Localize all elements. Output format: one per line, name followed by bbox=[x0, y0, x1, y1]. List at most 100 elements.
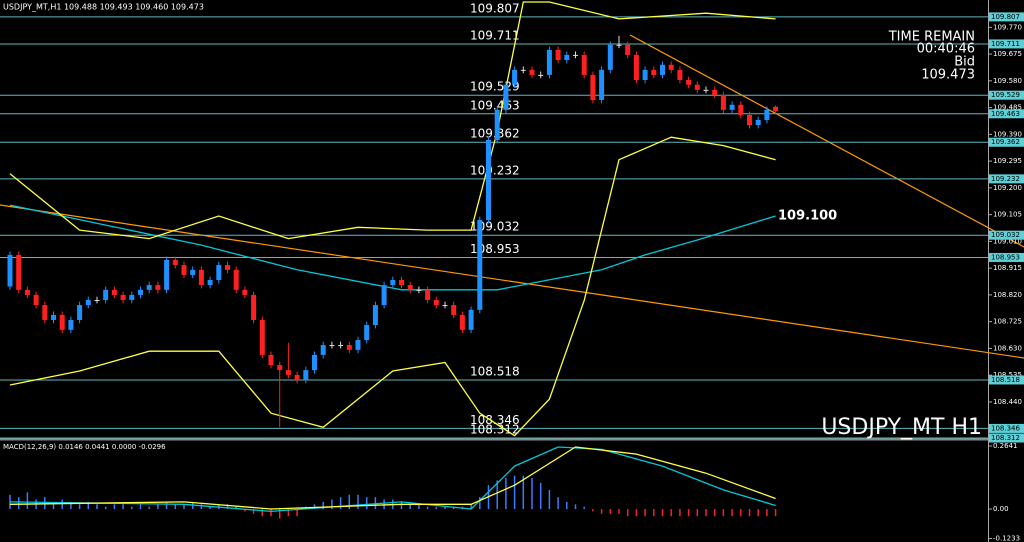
candle-body bbox=[338, 345, 344, 347]
candle-body bbox=[468, 309, 474, 330]
level-axis-label: 108.953 bbox=[991, 253, 1020, 261]
level-axis-label: 109.529 bbox=[991, 91, 1020, 99]
bid-value: 109.473 bbox=[921, 68, 975, 83]
level-axis-label: 109.362 bbox=[991, 138, 1020, 146]
candle-body bbox=[512, 69, 518, 85]
candle-body bbox=[416, 289, 422, 291]
level-axis-label: 109.232 bbox=[991, 175, 1020, 183]
candle-body bbox=[599, 69, 605, 100]
candle-body bbox=[7, 254, 13, 287]
y-tick-label: 0.2641 bbox=[993, 442, 1018, 450]
candle-body bbox=[546, 49, 552, 75]
candle-body bbox=[120, 294, 126, 300]
candle-body bbox=[51, 314, 56, 320]
candle-body bbox=[390, 279, 396, 286]
level-axis-label: 109.032 bbox=[991, 231, 1020, 239]
candle-body bbox=[172, 259, 178, 266]
candle-body bbox=[68, 319, 74, 330]
candle-body bbox=[303, 370, 309, 380]
signal-line bbox=[9, 446, 776, 510]
candle-body bbox=[103, 289, 109, 300]
candle-body bbox=[651, 69, 657, 75]
y-tick-label: 109.390 bbox=[993, 130, 1022, 138]
candle-body bbox=[364, 325, 370, 340]
y-tick-label: 109.675 bbox=[993, 50, 1022, 58]
candle-body bbox=[42, 305, 48, 320]
candle-body bbox=[190, 269, 196, 275]
candle-body bbox=[764, 109, 770, 120]
candle-body bbox=[24, 289, 30, 295]
candle-body bbox=[712, 89, 718, 95]
band-line bbox=[9, 136, 776, 437]
candle-body bbox=[494, 109, 500, 140]
level-axis-label: 109.807 bbox=[991, 13, 1020, 21]
candle-body bbox=[16, 254, 22, 290]
candle-body bbox=[581, 54, 587, 75]
candle-body bbox=[233, 269, 239, 290]
y-tick-label: 109.295 bbox=[993, 157, 1022, 165]
y-tick-label: 108.725 bbox=[993, 318, 1022, 326]
level-label: 109.711 bbox=[470, 28, 520, 42]
macd-title: MACD(12,26,9) 0.0146 0.0441 0.0000 -0.02… bbox=[3, 443, 166, 451]
candle-body bbox=[111, 289, 117, 295]
candle-body bbox=[729, 104, 735, 110]
bid-label: Bid bbox=[954, 55, 975, 70]
trend-line bbox=[629, 34, 1024, 248]
level-axis-box bbox=[989, 90, 1024, 100]
candle-body bbox=[442, 305, 448, 307]
level-axis-label: 109.463 bbox=[991, 110, 1020, 118]
watermark: USDJPY_MT H1 bbox=[821, 415, 982, 440]
candle-body bbox=[703, 89, 709, 91]
candle-body bbox=[294, 374, 300, 380]
macd-line bbox=[9, 446, 776, 513]
level-axis-box bbox=[989, 375, 1024, 385]
candle-body bbox=[155, 285, 161, 290]
candle-body bbox=[225, 265, 230, 270]
candle-body bbox=[216, 265, 222, 280]
level-label: 109.232 bbox=[470, 163, 520, 177]
candle-body bbox=[259, 319, 265, 355]
candle-body bbox=[738, 104, 744, 115]
candle-body bbox=[686, 79, 692, 85]
level-label: 108.953 bbox=[470, 242, 520, 256]
time-remain-label: TIME REMAIN bbox=[888, 30, 975, 45]
candle-body bbox=[381, 285, 387, 306]
candle-body bbox=[564, 54, 570, 60]
candle-body bbox=[677, 69, 683, 80]
candle-body bbox=[77, 305, 83, 320]
chart-header: USDJPY_MT,H1 109.488 109.493 109.460 109… bbox=[3, 3, 204, 12]
candle-body bbox=[399, 279, 404, 286]
candle-body bbox=[668, 64, 674, 70]
candle-body bbox=[207, 279, 213, 286]
candle-body bbox=[59, 314, 65, 330]
candle-body bbox=[312, 354, 317, 371]
y-tick-label: 109.105 bbox=[993, 211, 1022, 219]
candle-body bbox=[773, 106, 779, 111]
candle-body bbox=[660, 64, 665, 75]
y-tick-label: 109.485 bbox=[993, 104, 1022, 112]
level-axis-box bbox=[989, 433, 1024, 443]
y-tick-label: 109.580 bbox=[993, 77, 1022, 85]
time-remain: 00:40:46 bbox=[917, 42, 975, 57]
level-axis-box bbox=[989, 12, 1024, 22]
y-tick-label: 108.915 bbox=[993, 264, 1022, 272]
level-axis-label: 108.518 bbox=[991, 376, 1020, 384]
candle-body bbox=[607, 44, 613, 70]
candle-body bbox=[251, 294, 257, 320]
level-axis-box bbox=[989, 109, 1024, 119]
candle-body bbox=[538, 74, 544, 76]
level-axis-label: 108.312 bbox=[991, 434, 1020, 442]
y-tick-label: 108.440 bbox=[993, 398, 1022, 406]
y-tick-label: 108.820 bbox=[993, 291, 1022, 299]
candle-body bbox=[285, 370, 291, 375]
candle-body bbox=[625, 44, 631, 55]
candle-body bbox=[33, 294, 39, 306]
moving-average bbox=[9, 204, 776, 291]
level-label: 108.346 bbox=[470, 413, 520, 427]
y-tick-label: 109.770 bbox=[993, 23, 1022, 31]
level-label: 108.518 bbox=[470, 364, 520, 378]
candle-body bbox=[268, 354, 274, 366]
candle-body bbox=[616, 44, 622, 46]
candle-body bbox=[181, 265, 187, 275]
